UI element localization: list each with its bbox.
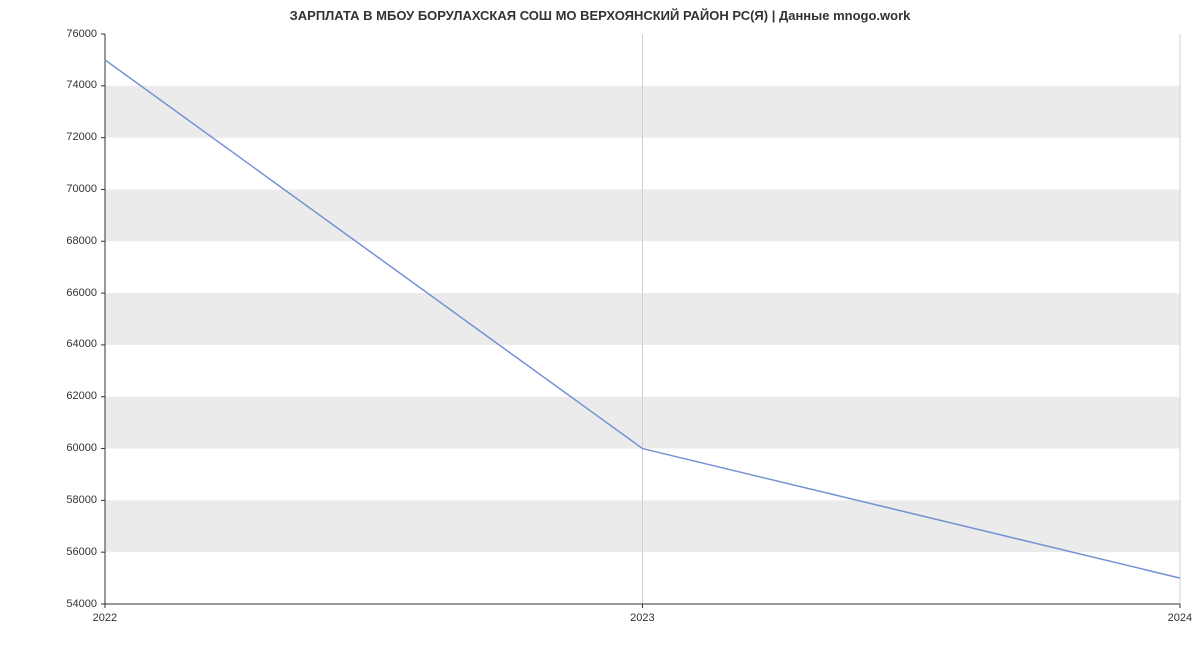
plot-area	[105, 34, 1180, 604]
chart-container: ЗАРПЛАТА В МБОУ БОРУЛАХСКАЯ СОШ МО ВЕРХО…	[0, 0, 1200, 650]
x-tick-label: 2024	[1168, 612, 1192, 624]
y-tick-label: 62000	[66, 390, 97, 402]
y-tick-label: 58000	[66, 494, 97, 506]
y-tick-label: 68000	[66, 235, 97, 247]
chart-title: ЗАРПЛАТА В МБОУ БОРУЛАХСКАЯ СОШ МО ВЕРХО…	[0, 8, 1200, 23]
y-tick-label: 74000	[66, 79, 97, 91]
y-tick-label: 76000	[66, 28, 97, 40]
plot-svg	[105, 34, 1180, 604]
y-tick-label: 64000	[66, 338, 97, 350]
x-tick-label: 2022	[93, 612, 117, 624]
y-tick-label: 56000	[66, 546, 97, 558]
x-tick-label: 2023	[630, 612, 654, 624]
y-tick-label: 60000	[66, 442, 97, 454]
y-tick-label: 70000	[66, 183, 97, 195]
y-tick-label: 72000	[66, 131, 97, 143]
y-tick-label: 66000	[66, 287, 97, 299]
y-tick-label: 54000	[66, 598, 97, 610]
